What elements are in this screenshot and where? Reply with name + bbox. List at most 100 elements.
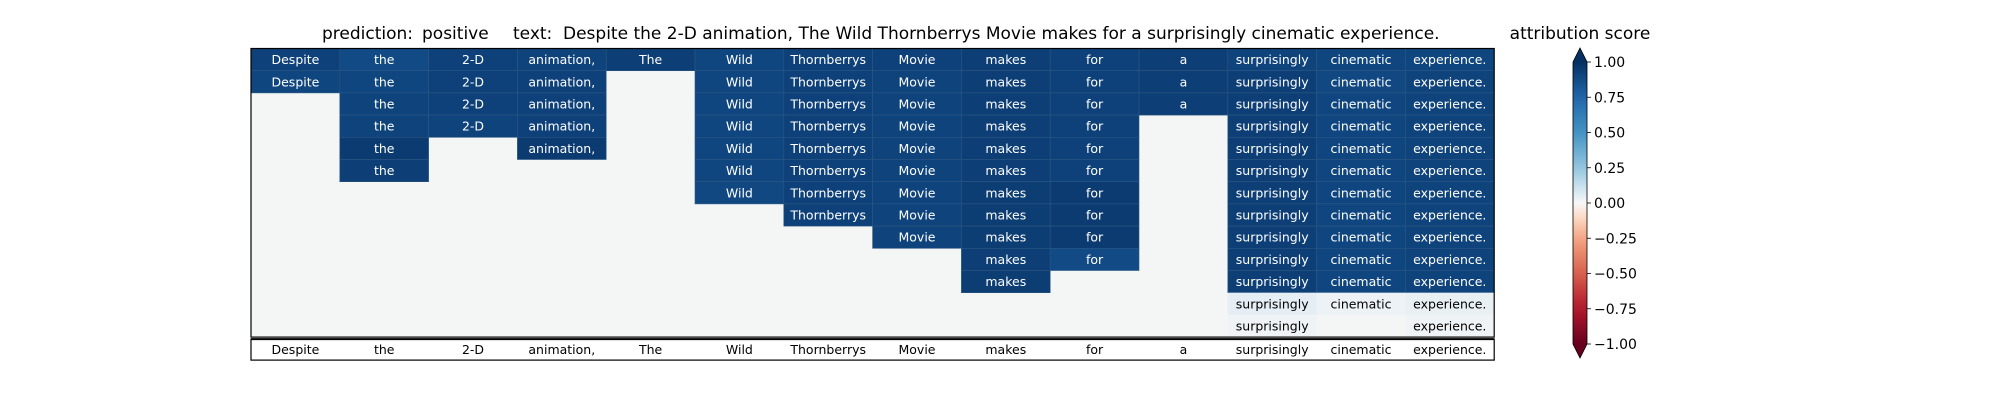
cell-token-label: cinematic [1330, 74, 1391, 89]
cell-token-label: cinematic [1330, 119, 1391, 134]
cell-token-label: Movie [899, 208, 936, 223]
cell-token-label: cinematic [1330, 141, 1391, 156]
heatmap-cell [1405, 292, 1495, 315]
cell-token-label: surprisingly [1236, 274, 1309, 289]
token-label: Thornberrys [789, 342, 866, 357]
token-label: Movie [899, 342, 936, 357]
cell-token-label: Thornberrys [789, 185, 866, 200]
colorbar-gradient [1573, 62, 1587, 344]
text-value: Despite the 2-D animation, The Wild Thor… [563, 24, 1440, 44]
cell-token-label: experience. [1413, 163, 1486, 178]
token-label: surprisingly [1236, 342, 1309, 357]
cell-token-label: cinematic [1330, 230, 1391, 245]
cell-token-label: makes [985, 74, 1026, 89]
cell-token-label: Thornberrys [789, 119, 866, 134]
cell-token-label: cinematic [1330, 252, 1391, 267]
cell-token-label: surprisingly [1236, 185, 1309, 200]
cell-token-label: the [374, 74, 395, 89]
heatmap-border [250, 47, 1495, 338]
colorbar-extend-max [1573, 48, 1587, 62]
attribution-heatmap: Despite the 2-D animation, The Wild Thornberry… [250, 47, 1495, 338]
cell-token-label: animation, [528, 141, 595, 156]
cell-token-label: a [1180, 74, 1188, 89]
token-label: experience. [1413, 342, 1486, 357]
cell-token-label: animation, [528, 74, 595, 89]
cell-token-label: makes [985, 230, 1026, 245]
heatmap-cell [1227, 314, 1317, 338]
cell-token-label: Despite [271, 74, 319, 89]
cell-token-label: for [1086, 74, 1104, 89]
token-label: Despite [271, 342, 319, 357]
cell-token-label: Thornberrys [789, 97, 866, 112]
cell-token-label: Thornberrys [789, 208, 866, 223]
cell-token-label: makes [985, 119, 1026, 134]
cell-token-label: makes [985, 208, 1026, 223]
prediction-value: positive [422, 24, 489, 44]
cell-token-label: cinematic [1330, 274, 1391, 289]
cell-token-label: animation, [528, 52, 595, 67]
cell-token-label: Wild [726, 52, 753, 67]
cell-token-label: Thornberrys [789, 163, 866, 178]
cell-token-label: Wild [726, 163, 753, 178]
cell-token-label: experience. [1413, 274, 1486, 289]
cell-token-label: surprisingly [1236, 141, 1309, 156]
cell-token-label: experience. [1413, 296, 1486, 311]
token-label: a [1180, 342, 1188, 357]
cell-token-label: the [374, 97, 395, 112]
cell-token-label: cinematic [1330, 52, 1391, 67]
cell-token-label: 2-D [462, 52, 484, 67]
cell-token-label: for [1086, 141, 1104, 156]
cell-token-label: Despite [271, 52, 319, 67]
cell-token-label: for [1086, 208, 1104, 223]
colorbar-tick-label: 0.75 [1594, 90, 1625, 106]
cell-token-label: for [1086, 230, 1104, 245]
colorbar-tick-label: 0.25 [1594, 161, 1625, 177]
cell-token-label: experience. [1413, 185, 1486, 200]
cell-token-label: surprisingly [1236, 208, 1309, 223]
cell-token-label: makes [985, 141, 1026, 156]
cell-token-label: makes [985, 274, 1026, 289]
cell-token-label: cinematic [1330, 163, 1391, 178]
cell-token-label: 2-D [462, 97, 484, 112]
colorbar-tick-label: 1.00 [1594, 55, 1625, 71]
cell-token-label: for [1086, 52, 1104, 67]
prediction-label: prediction: [322, 24, 413, 44]
token-label: for [1086, 342, 1104, 357]
cell-token-label: makes [985, 252, 1026, 267]
cell-token-label: 2-D [462, 74, 484, 89]
cell-token-label: cinematic [1330, 97, 1391, 112]
cell-token-label: experience. [1413, 74, 1486, 89]
cell-token-label: makes [985, 97, 1026, 112]
heatmap-cell [961, 270, 1051, 294]
cell-token-label: experience. [1413, 230, 1486, 245]
cell-token-label: surprisingly [1236, 252, 1309, 267]
token-label: cinematic [1330, 342, 1391, 357]
cell-token-label: Wild [726, 119, 753, 134]
colorbar-extend-min [1573, 344, 1587, 358]
cell-token-label: cinematic [1330, 185, 1391, 200]
cell-token-label: surprisingly [1236, 97, 1309, 112]
cell-token-label: Movie [899, 141, 936, 156]
cell-token-label: surprisingly [1236, 230, 1309, 245]
cell-token-label: surprisingly [1236, 319, 1309, 334]
cell-token-label: experience. [1413, 119, 1486, 134]
token-label: the [374, 342, 395, 357]
colorbar-tick-label: 0.00 [1594, 196, 1625, 212]
cell-token-label: the [374, 163, 395, 178]
cell-token-label: Movie [899, 74, 936, 89]
cell-token-label: Wild [726, 185, 753, 200]
cell-token-label: Movie [899, 119, 936, 134]
cell-token-label: surprisingly [1236, 52, 1309, 67]
cell-token-label: Movie [899, 97, 936, 112]
cell-token-label: for [1086, 163, 1104, 178]
heatmap-cell [1227, 292, 1317, 315]
token-label: The [638, 342, 663, 357]
cell-token-label: cinematic [1330, 296, 1391, 311]
cell-token-label: Wild [726, 141, 753, 156]
colorbar-tick-label: −0.50 [1594, 267, 1637, 283]
cell-token-label: Movie [899, 163, 936, 178]
heatmap-cell [517, 137, 607, 160]
cell-token-label: the [374, 52, 395, 67]
cell-token-label: surprisingly [1236, 296, 1309, 311]
